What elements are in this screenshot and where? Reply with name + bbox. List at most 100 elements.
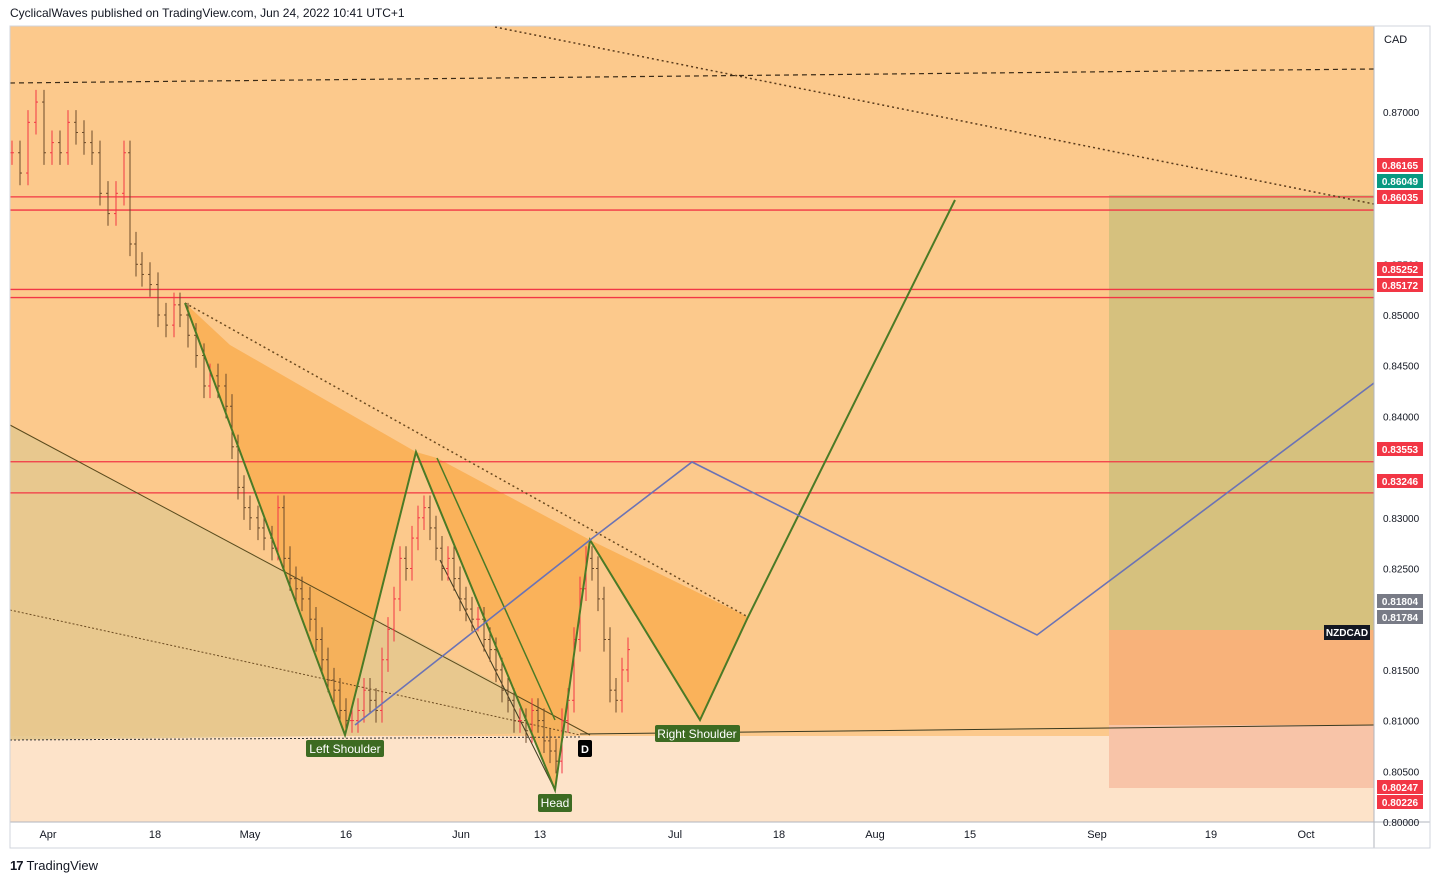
pattern-outline-inner <box>436 457 556 721</box>
candle-64 <box>446 546 450 581</box>
candle-48 <box>350 708 354 733</box>
candle-40 <box>300 576 304 612</box>
candle-31 <box>242 475 246 520</box>
candle-80 <box>542 708 546 754</box>
x-tick-11: 19 <box>1205 829 1217 841</box>
svg-text:D: D <box>581 744 589 756</box>
time-axis[interactable]: Apr 18 May 16 Jun 13 Jul 18 Aug 15 Sep 19 Oct <box>39 829 1314 841</box>
svg-text:0.85252: 0.85252 <box>1382 265 1419 276</box>
y-tick-4: 0.82500 <box>1383 564 1420 575</box>
candle-89 <box>596 556 600 612</box>
d-point-label: D <box>578 740 592 757</box>
svg-text:Left Shoulder: Left Shoulder <box>309 742 380 756</box>
x-tick-1: 18 <box>149 829 161 841</box>
candle-60 <box>422 495 426 530</box>
candle-15 <box>128 140 132 257</box>
candle-74 <box>506 678 510 713</box>
candle-21 <box>172 292 176 338</box>
lower-channel-dotted <box>10 609 581 736</box>
candle-4 <box>42 89 46 165</box>
candle-33 <box>256 505 260 541</box>
candle-70 <box>482 607 486 652</box>
candle-9 <box>82 120 86 155</box>
price-label-5: 0.83553 <box>1377 442 1423 456</box>
price-label-0: 0.86165 <box>1377 158 1423 172</box>
top-dashed-line <box>10 68 1374 84</box>
candle-39 <box>294 566 298 601</box>
right-shoulder-label: Right Shoulder <box>655 725 740 742</box>
candle-73 <box>500 657 504 703</box>
candle-46 <box>338 678 342 723</box>
candle-34 <box>262 515 266 551</box>
candle-3 <box>34 89 38 135</box>
price-label-1: 0.86049 <box>1377 174 1423 188</box>
publish-header: CyclicalWaves published on TradingView.c… <box>10 6 405 20</box>
candle-45 <box>332 667 336 703</box>
x-tick-9: 15 <box>964 829 976 841</box>
x-tick-7: 18 <box>773 829 785 841</box>
candle-12 <box>106 181 110 226</box>
currency-label: CAD <box>1384 34 1407 46</box>
stop-zone-lower <box>1109 725 1374 788</box>
candle-54 <box>386 617 390 672</box>
candle-57 <box>404 546 408 581</box>
y-tick-2: 0.81000 <box>1383 717 1420 728</box>
wave-line <box>439 559 556 791</box>
svg-text:0.86049: 0.86049 <box>1382 177 1419 188</box>
candle-6 <box>58 130 62 165</box>
stop-zone <box>1109 630 1374 725</box>
symbol-tag: NZDCAD <box>1324 625 1370 640</box>
candle-92 <box>614 678 618 713</box>
svg-text:0.85172: 0.85172 <box>1382 281 1419 292</box>
svg-text:Right Shoulder: Right Shoulder <box>657 727 736 741</box>
candle-51 <box>368 678 372 713</box>
resistance-levels <box>10 196 1374 494</box>
channel-upper <box>10 424 591 736</box>
candle-5 <box>50 130 54 165</box>
x-tick-4: Jun <box>452 829 470 841</box>
candle-1 <box>18 140 22 186</box>
candle-14 <box>122 140 126 206</box>
candle-7 <box>66 110 70 165</box>
projection-path <box>354 382 1374 726</box>
brand-name: TradingView <box>26 858 99 873</box>
price-label-6: 0.83246 <box>1377 474 1423 488</box>
candle-10 <box>90 130 94 165</box>
candle-44 <box>326 647 330 693</box>
y-tick-5: 0.83000 <box>1383 514 1420 525</box>
chart-frame <box>9 25 1431 849</box>
svg-text:0.83553: 0.83553 <box>1382 445 1419 456</box>
candle-38 <box>288 546 292 591</box>
price-label-7: 0.81804 <box>1377 594 1423 608</box>
x-tick-8: Aug <box>865 829 885 841</box>
x-tick-3: 16 <box>340 829 352 841</box>
candle-52 <box>374 688 378 723</box>
price-label-8: 0.81784 <box>1377 610 1423 624</box>
candle-17 <box>140 252 144 287</box>
x-tick-2: May <box>240 829 261 841</box>
candle-65 <box>452 546 456 591</box>
candle-53 <box>380 647 384 723</box>
pattern-fill-left <box>185 303 416 735</box>
candle-56 <box>398 546 402 612</box>
svg-text:0.81784: 0.81784 <box>1382 613 1419 624</box>
x-tick-6: Jul <box>668 829 682 841</box>
candle-94 <box>626 637 630 683</box>
candle-16 <box>134 231 138 277</box>
svg-text:NZDCAD: NZDCAD <box>1326 628 1368 639</box>
candle-43 <box>320 627 324 672</box>
x-tick-12: Oct <box>1297 829 1314 841</box>
y-tick-11: 0.87000 <box>1383 108 1420 119</box>
x-tick-10: Sep <box>1087 829 1107 841</box>
candle-68 <box>470 596 474 632</box>
bottom-dotted <box>10 736 581 741</box>
x-tick-0: Apr <box>39 829 56 841</box>
price-labels: 0.86165 0.86049 0.86035 0.85252 0.85172 0.835… <box>1377 158 1423 809</box>
price-axis[interactable]: 0.80000 0.80500 0.81000 0.81500 0.82500 0.830… <box>1383 108 1420 829</box>
price-label-10: 0.80226 <box>1377 795 1423 809</box>
candle-88 <box>590 546 594 581</box>
svg-text:0.86165: 0.86165 <box>1382 161 1419 172</box>
candle-11 <box>98 140 102 206</box>
y-tick-1: 0.80500 <box>1383 767 1420 778</box>
